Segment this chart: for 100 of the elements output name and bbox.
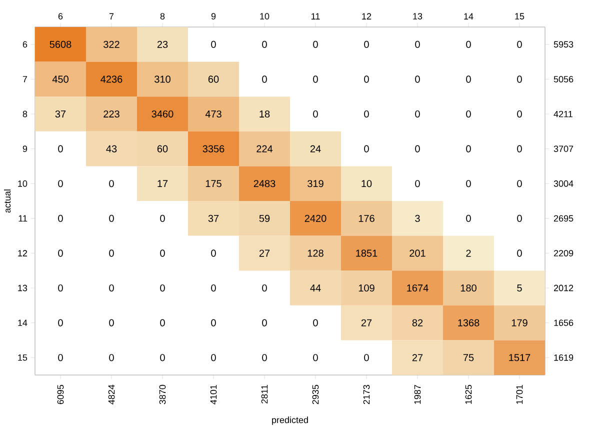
data-label: 2 (466, 250, 471, 257)
data-label: 0 (160, 354, 165, 362)
data-label: 0 (109, 284, 114, 292)
data-label: 1517 (509, 354, 530, 362)
y2-tick-label: 2695 (554, 215, 574, 222)
data-label: 0 (364, 354, 369, 362)
data-label: 0 (517, 214, 522, 222)
data-label: 0 (364, 76, 369, 83)
y2-tick-label: 2209 (554, 250, 574, 256)
data-label: 2420 (304, 214, 326, 222)
data-label: 179 (512, 319, 528, 326)
x-tick-label: 9 (211, 13, 216, 20)
data-label: 0 (466, 145, 471, 152)
y2-tick-label: 3004 (554, 180, 574, 187)
data-label: 0 (160, 250, 165, 257)
data-label: 60 (157, 145, 168, 152)
text: 2811 (261, 384, 268, 404)
data-label: 0 (58, 214, 63, 222)
data-label: 0 (517, 76, 522, 83)
y2-tick-label: 1656 (554, 320, 574, 326)
data-label: 0 (109, 180, 114, 188)
data-label: 0 (517, 180, 522, 188)
data-label: 43 (106, 145, 117, 152)
data-label: 0 (313, 76, 318, 83)
data-label: 0 (109, 319, 114, 326)
y2-tick-label: 4211 (554, 110, 572, 118)
data-label: 0 (109, 354, 114, 362)
x-tick-label: 14 (464, 13, 474, 20)
data-label: 0 (262, 76, 267, 83)
data-label: 0 (109, 250, 114, 257)
data-label: 0 (466, 40, 471, 48)
data-label: 37 (55, 110, 66, 118)
data-label: 0 (262, 40, 267, 48)
data-label: 27 (259, 250, 270, 257)
data-label: 322 (104, 40, 120, 48)
data-label: 44 (310, 284, 321, 292)
data-label: 27 (412, 354, 423, 362)
text: 3870 (159, 384, 166, 404)
data-label: 0 (517, 250, 522, 257)
data-label: 176 (358, 214, 374, 222)
text: 4824 (108, 384, 115, 404)
data-label: 0 (517, 110, 522, 118)
data-label: 201 (410, 250, 426, 257)
data-label: 223 (104, 110, 120, 118)
data-label: 1851 (356, 250, 378, 257)
y-tick-label: 6 (22, 41, 28, 48)
data-label: 4236 (100, 76, 122, 83)
data-label: 0 (262, 319, 267, 326)
data-label: 24 (310, 145, 321, 152)
data-label: 75 (463, 354, 474, 362)
y2-tick-label: 3707 (554, 146, 574, 152)
y-tick-label: 8 (22, 110, 28, 118)
data-label: 450 (52, 76, 68, 83)
x-tick-label: 8 (160, 13, 165, 20)
data-label: 175 (206, 180, 222, 188)
text: 1701 (516, 384, 523, 404)
data-label: 0 (262, 284, 267, 292)
data-label: 3356 (202, 145, 224, 152)
data-label: 0 (415, 76, 420, 83)
y-tick-label: 10 (18, 180, 28, 187)
data-label: 18 (260, 110, 270, 118)
y2-tick-label: 5056 (554, 76, 574, 82)
data-label: 0 (313, 319, 318, 326)
data-label: 0 (517, 40, 522, 48)
data-label: 0 (211, 319, 216, 326)
x-tick-label: 6 (58, 13, 63, 20)
data-label: 0 (109, 214, 114, 222)
y-tick-label: 11 (18, 215, 28, 222)
data-label: 0 (364, 40, 369, 48)
x-axis-title: predicted (272, 416, 308, 425)
data-label: 0 (211, 250, 216, 257)
data-label: 17 (158, 180, 168, 188)
data-label: 23 (157, 40, 168, 48)
data-label: 0 (262, 354, 267, 362)
y-tick-label: 7 (22, 76, 28, 82)
x-tick-label: 13 (413, 13, 422, 20)
data-label: 37 (208, 214, 219, 222)
data-label: 473 (205, 110, 222, 118)
data-label: 0 (415, 40, 420, 48)
data-label: 0 (466, 76, 471, 83)
y2-tick-label: 1619 (554, 354, 574, 361)
data-label: 0 (58, 180, 63, 188)
data-label: 0 (415, 145, 420, 152)
data-label: 1368 (458, 319, 480, 326)
data-label: 0 (58, 145, 63, 152)
y-axis-title: actual (4, 190, 11, 213)
data-label: 109 (358, 284, 374, 292)
data-label: 5 (517, 284, 522, 292)
data-label: 0 (211, 40, 216, 48)
x-tick-label: 10 (260, 13, 270, 20)
y-tick-label: 12 (18, 250, 28, 256)
x-tick-label: 12 (362, 13, 372, 20)
data-label: 0 (466, 110, 471, 118)
text: 4101 (210, 384, 217, 404)
text: 6095 (57, 384, 64, 404)
data-label: 128 (308, 250, 324, 257)
text: 1987 (414, 385, 421, 404)
y2-tick-label: 5953 (554, 41, 574, 48)
data-label: 180 (460, 284, 476, 292)
data-label: 0 (466, 180, 471, 188)
